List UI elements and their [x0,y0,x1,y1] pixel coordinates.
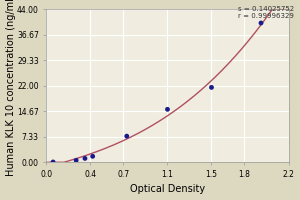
Point [209,86,214,89]
Point [51,160,56,164]
Point [82,157,87,160]
X-axis label: Optical Density: Optical Density [130,184,205,194]
Point [124,135,129,138]
Point [165,108,170,111]
Point [74,159,79,162]
Point [259,21,263,25]
Point [90,155,95,158]
Text: s = 0.14025752
r = 0.99996329: s = 0.14025752 r = 0.99996329 [238,6,294,19]
Y-axis label: Human KLK 10 concentration (ng/ml): Human KLK 10 concentration (ng/ml) [6,0,16,176]
